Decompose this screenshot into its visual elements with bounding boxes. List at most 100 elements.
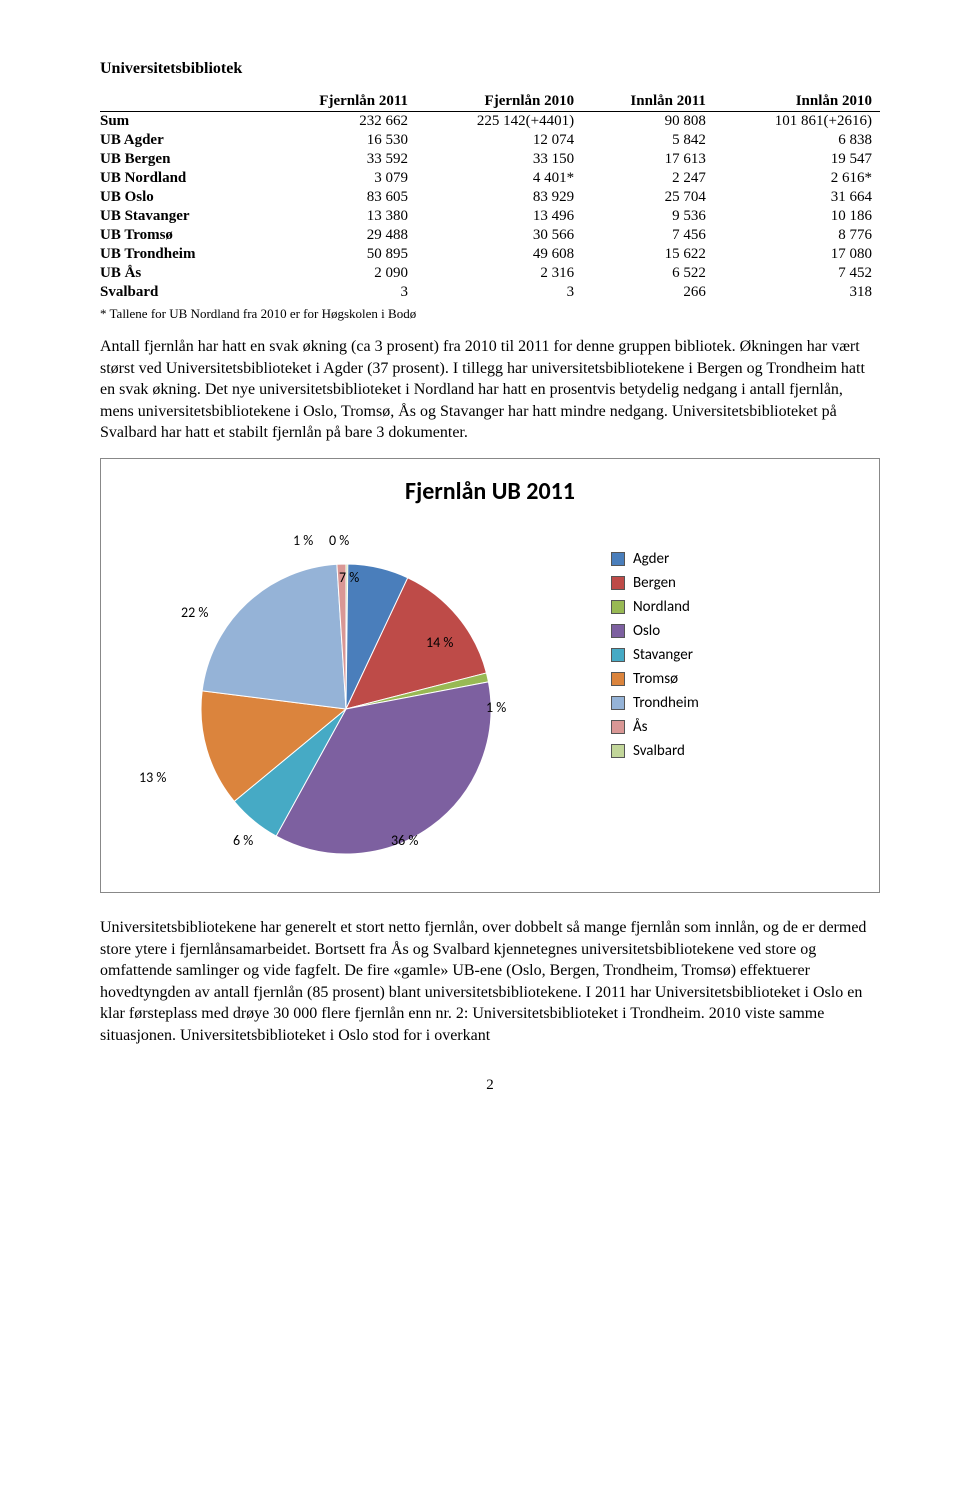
legend-swatch-icon [611, 648, 625, 662]
table-cell: 31 664 [714, 188, 880, 207]
paragraph-1: Antall fjernlån har hatt en svak økning … [100, 336, 880, 444]
row-label: UB Tromsø [100, 226, 263, 245]
row-label: UB Trondheim [100, 245, 263, 264]
table-cell: 232 662 [263, 112, 416, 132]
table-cell: 16 530 [263, 131, 416, 150]
slice-label-nordland: 1 % [486, 699, 506, 716]
slice-label-tromsø: 13 % [139, 769, 166, 786]
table-row: UB Ås2 0902 3166 5227 452 [100, 264, 880, 283]
legend-swatch-icon [611, 720, 625, 734]
table-row: Sum232 662225 142(+4401)90 808101 861(+2… [100, 112, 880, 132]
row-label: UB Ås [100, 264, 263, 283]
table-cell: 83 605 [263, 188, 416, 207]
table-row: UB Stavanger13 38013 4969 53610 186 [100, 207, 880, 226]
table-column-header: Fjernlån 2011 [263, 92, 416, 112]
legend-swatch-icon [611, 600, 625, 614]
row-label: UB Bergen [100, 150, 263, 169]
table-cell: 3 079 [263, 169, 416, 188]
table-row: UB Trondheim50 89549 60815 62217 080 [100, 245, 880, 264]
table-cell: 8 776 [714, 226, 880, 245]
table-cell: 2 090 [263, 264, 416, 283]
legend-label: Tromsø [633, 670, 678, 688]
legend-label: Svalbard [633, 742, 685, 760]
table-cell: 4 401* [416, 169, 582, 188]
table-cell: 19 547 [714, 150, 880, 169]
legend-swatch-icon [611, 744, 625, 758]
legend-item-oslo: Oslo [611, 622, 699, 640]
legend-label: Bergen [633, 574, 676, 592]
pie-slice-trondheim [202, 564, 346, 709]
legend-swatch-icon [611, 552, 625, 566]
table-cell: 3 [416, 283, 582, 302]
table-corner [100, 92, 263, 112]
table-cell: 101 861(+2616) [714, 112, 880, 132]
pie-chart-container: Fjernlån UB 2011 7 % 14 % 1 % 36 % 6 % 13 % 22… [100, 458, 880, 893]
table-cell: 6 522 [582, 264, 714, 283]
table-cell: 13 380 [263, 207, 416, 226]
table-cell: 10 186 [714, 207, 880, 226]
legend-item-ås: Ås [611, 718, 699, 736]
row-label: UB Nordland [100, 169, 263, 188]
pie-chart: 7 % 14 % 1 % 36 % 6 % 13 % 22 % 1 % 0 % [121, 514, 581, 874]
row-label: UB Oslo [100, 188, 263, 207]
table-cell: 30 566 [416, 226, 582, 245]
slice-label-agder: 7 % [339, 569, 359, 586]
slice-label-oslo: 36 % [391, 832, 418, 849]
chart-title: Fjernlån UB 2011 [121, 477, 859, 506]
table-column-header: Fjernlån 2010 [416, 92, 582, 112]
legend-label: Trondheim [633, 694, 699, 712]
slice-label-stavanger: 6 % [233, 832, 253, 849]
legend-item-nordland: Nordland [611, 598, 699, 616]
table-cell: 12 074 [416, 131, 582, 150]
table-cell: 90 808 [582, 112, 714, 132]
table-cell: 25 704 [582, 188, 714, 207]
legend-label: Agder [633, 550, 669, 568]
row-label: UB Stavanger [100, 207, 263, 226]
legend-item-stavanger: Stavanger [611, 646, 699, 664]
table-cell: 3 [263, 283, 416, 302]
table-cell: 33 592 [263, 150, 416, 169]
table-cell: 17 613 [582, 150, 714, 169]
legend-label: Ås [633, 718, 648, 736]
data-table: Fjernlån 2011Fjernlån 2010Innlån 2011Inn… [100, 92, 880, 302]
table-cell: 225 142(+4401) [416, 112, 582, 132]
legend-swatch-icon [611, 696, 625, 710]
legend-item-trondheim: Trondheim [611, 694, 699, 712]
legend-swatch-icon [611, 576, 625, 590]
table-cell: 266 [582, 283, 714, 302]
slice-label-bergen: 14 % [426, 634, 453, 651]
table-cell: 2 247 [582, 169, 714, 188]
row-label: Sum [100, 112, 263, 132]
table-cell: 7 456 [582, 226, 714, 245]
table-row: UB Tromsø29 48830 5667 4568 776 [100, 226, 880, 245]
legend-item-svalbard: Svalbard [611, 742, 699, 760]
table-cell: 2 616* [714, 169, 880, 188]
table-column-header: Innlån 2010 [714, 92, 880, 112]
table-cell: 33 150 [416, 150, 582, 169]
table-cell: 17 080 [714, 245, 880, 264]
slice-label-trondheim: 22 % [181, 604, 208, 621]
chart-legend: Agder Bergen Nordland Oslo Stavanger Tromsø Tr… [611, 544, 699, 766]
table-cell: 83 929 [416, 188, 582, 207]
table-cell: 13 496 [416, 207, 582, 226]
table-cell: 50 895 [263, 245, 416, 264]
legend-label: Oslo [633, 622, 660, 640]
table-cell: 29 488 [263, 226, 416, 245]
table-cell: 6 838 [714, 131, 880, 150]
legend-item-bergen: Bergen [611, 574, 699, 592]
paragraph-2: Universitetsbibliotekene har generelt et… [100, 917, 880, 1047]
slice-label-ås: 1 % [293, 532, 313, 549]
table-cell: 318 [714, 283, 880, 302]
table-cell: 2 316 [416, 264, 582, 283]
legend-item-agder: Agder [611, 550, 699, 568]
table-cell: 5 842 [582, 131, 714, 150]
table-row: UB Bergen33 59233 15017 61319 547 [100, 150, 880, 169]
slice-label-svalbard: 0 % [329, 532, 349, 549]
legend-swatch-icon [611, 672, 625, 686]
page-number: 2 [100, 1077, 880, 1094]
table-cell: 15 622 [582, 245, 714, 264]
table-row: Svalbard33266318 [100, 283, 880, 302]
legend-item-tromsø: Tromsø [611, 670, 699, 688]
table-column-header: Innlån 2011 [582, 92, 714, 112]
table-cell: 7 452 [714, 264, 880, 283]
